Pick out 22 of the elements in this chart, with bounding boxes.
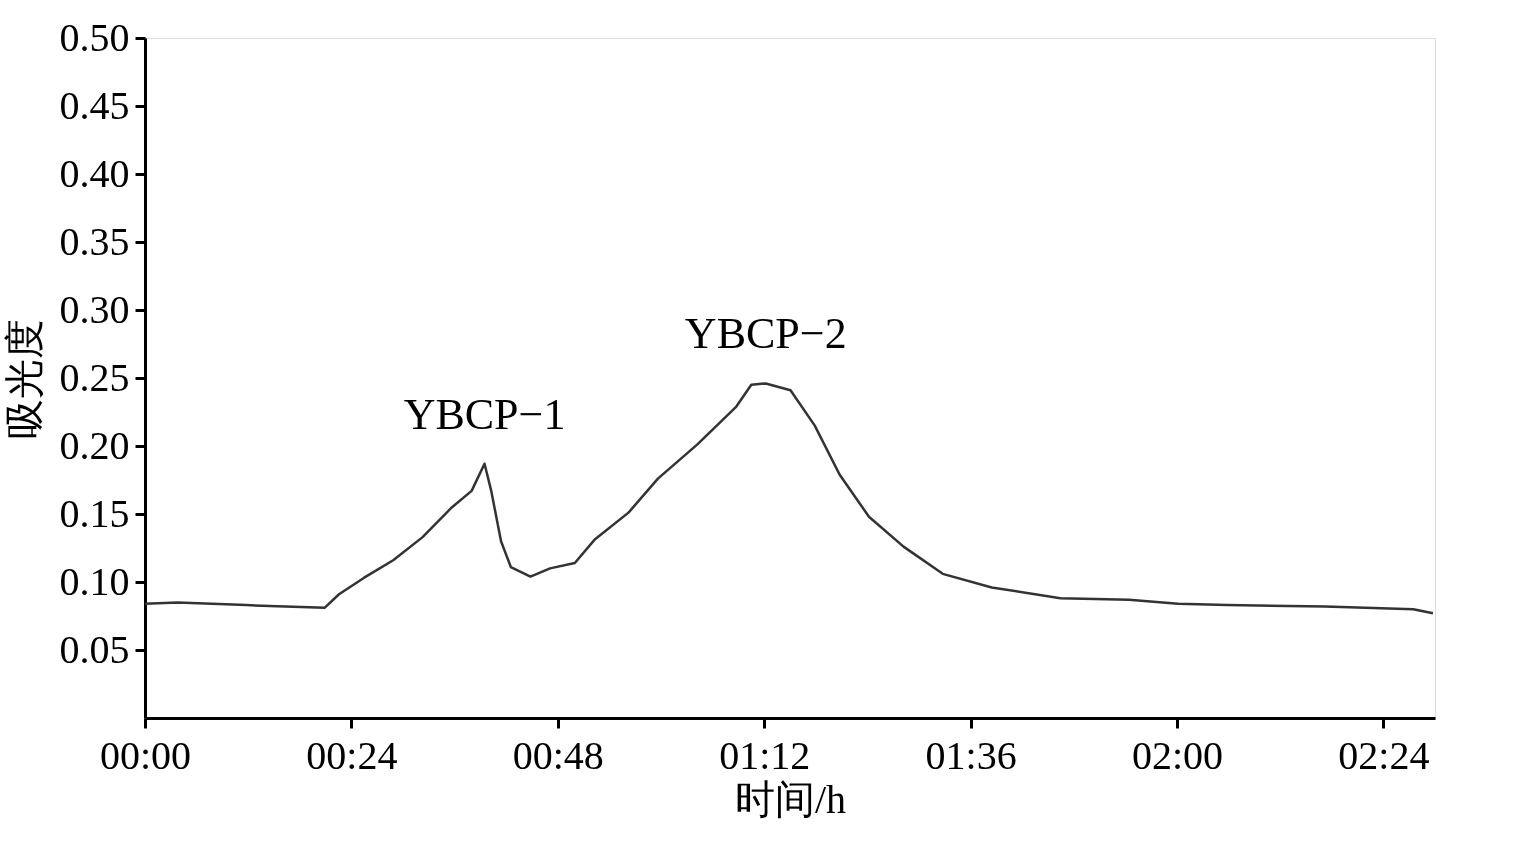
y-tick-label: 0.15 <box>59 490 130 536</box>
annotation: YBCP−2 <box>684 309 847 359</box>
y-tick-label: 0.45 <box>59 82 130 128</box>
line-series <box>143 382 1435 615</box>
y-tick-label: 0.05 <box>59 626 130 672</box>
annotation: YBCP−1 <box>403 389 566 439</box>
y-tick-label: 0.20 <box>59 422 130 468</box>
x-tick-label: 02:00 <box>1131 732 1224 778</box>
x-tick-label: 00:00 <box>99 732 192 778</box>
x-tick-label: 01:12 <box>719 732 811 778</box>
x-tick-label: 00:48 <box>512 732 604 778</box>
x-tick-label: 02:24 <box>1338 732 1430 778</box>
y-tick-label: 0.10 <box>59 558 130 604</box>
y-tick-label: 0.40 <box>59 150 130 196</box>
x-tick-label: 01:36 <box>925 732 1017 778</box>
y-tick-label: 0.35 <box>59 218 130 264</box>
y-tick-label: 0.50 <box>59 14 130 60</box>
y-tick-label: 0.25 <box>59 354 130 400</box>
x-axis-title: 时间/h <box>734 776 847 822</box>
y-axis-title: 吸光度 <box>1 318 47 439</box>
x-tick-label: 00:24 <box>306 732 398 778</box>
y-tick-label: 0.30 <box>59 286 130 332</box>
